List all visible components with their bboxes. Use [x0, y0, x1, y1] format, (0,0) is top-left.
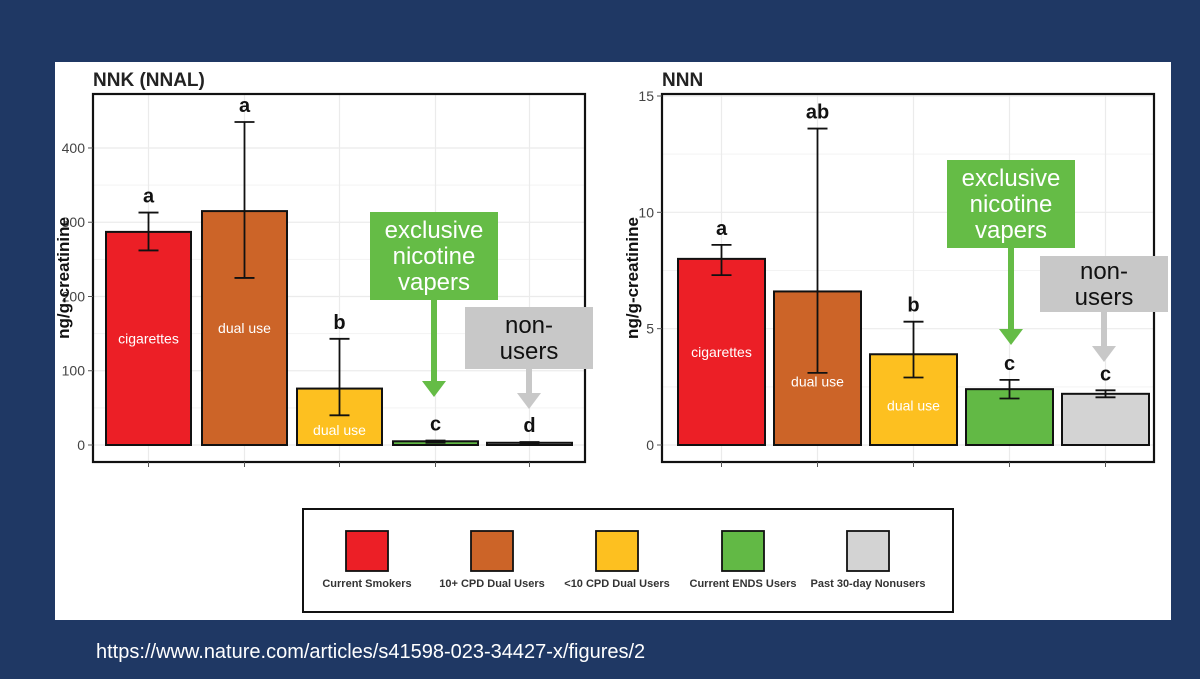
figure-panel: NNK (NNAL) 0 100 200 300 400 ng/g-creatinine a c… [54, 62, 1171, 620]
callout-text: non- [1080, 258, 1128, 285]
significance-label: c [1004, 353, 1015, 375]
y-axis-label: ng/g-creatinine [623, 217, 642, 339]
callout-arrow-head [422, 381, 446, 397]
significance-label: ab [806, 102, 829, 124]
figure-svg: NNK (NNAL)0100200300400ng/g-creatinineac… [54, 70, 1168, 613]
callout-text: users [500, 338, 559, 365]
bar-label: dual use [791, 374, 844, 390]
y-tick-label: 400 [62, 140, 86, 156]
significance-label: b [333, 312, 345, 334]
significance-label: c [430, 414, 441, 436]
callout-text: users [1075, 284, 1134, 311]
chart-title: NNK (NNAL) [93, 70, 205, 91]
y-tick-label: 0 [77, 437, 85, 453]
y-tick-label: 0 [646, 437, 654, 453]
callout-text: nicotine [393, 243, 476, 270]
y-tick-label: 5 [646, 321, 654, 337]
callout-text: vapers [398, 269, 470, 296]
callout-box-vapers [370, 212, 498, 300]
bar [677, 257, 766, 446]
callout-text: exclusive [962, 165, 1061, 192]
y-tick-label: 200 [62, 288, 86, 304]
bar-label: dual use [218, 320, 271, 336]
chart-nnn: NNN 0 5 10 15 ng/g-creatinine a cigarettes ab dua… [623, 70, 1168, 467]
bar-label: dual use [313, 422, 366, 438]
callout-text: non- [505, 312, 553, 339]
legend-label: <10 CPD Dual Users [564, 578, 669, 590]
legend-label: Current Smokers [322, 578, 411, 590]
legend-swatch [345, 530, 389, 572]
significance-label: b [907, 295, 919, 317]
callout-box-nonusers [465, 307, 593, 369]
callout-text: vapers [975, 217, 1047, 244]
bar-label: dual use [887, 398, 940, 414]
bar-label: cigarettes [691, 344, 752, 360]
bar [105, 230, 192, 446]
callout-box-nonusers [1040, 256, 1168, 312]
y-axis-label: ng/g-creatinine [55, 217, 73, 339]
source-url[interactable]: https://www.nature.com/articles/s41598-0… [96, 641, 646, 663]
callout-arrow-head [517, 393, 541, 409]
callout-text: nicotine [970, 191, 1053, 218]
callout-arrow-head [999, 329, 1023, 345]
significance-label: a [239, 95, 251, 117]
bar-label: cigarettes [118, 330, 179, 346]
callout-arrow-shaft [431, 300, 437, 383]
significance-label: d [523, 415, 535, 437]
legend-swatch [470, 530, 514, 572]
legend-swatch [595, 530, 639, 572]
chart-title: NNN [662, 70, 703, 91]
significance-label: a [143, 186, 155, 208]
legend-label: Current ENDS Users [690, 578, 797, 590]
y-tick-label: 100 [62, 363, 86, 379]
legend-swatch [846, 530, 890, 572]
significance-label: c [1100, 363, 1111, 385]
y-tick-label: 15 [638, 88, 654, 104]
y-tick-label: 10 [638, 204, 654, 220]
significance-label: a [716, 218, 728, 240]
callout-arrow-shaft [1008, 248, 1014, 331]
callout-text: exclusive [385, 217, 484, 244]
legend-swatch [721, 530, 765, 572]
callout-arrow-head [1092, 346, 1116, 362]
legend: Current Smokers 10+ CPD Dual Users <10 CPD… [302, 508, 954, 613]
legend-label: Past 30-day Nonusers [811, 578, 926, 590]
legend-label: 10+ CPD Dual Users [439, 578, 544, 590]
y-tick-label: 300 [62, 214, 86, 230]
chart-nnk: NNK (NNAL) 0 100 200 300 400 ng/g-creatinine a c… [54, 70, 593, 467]
callout-arrow-shaft [526, 369, 532, 395]
callout-box-vapers [947, 160, 1075, 248]
bar [1061, 392, 1150, 446]
callout-arrow-shaft [1101, 312, 1107, 348]
